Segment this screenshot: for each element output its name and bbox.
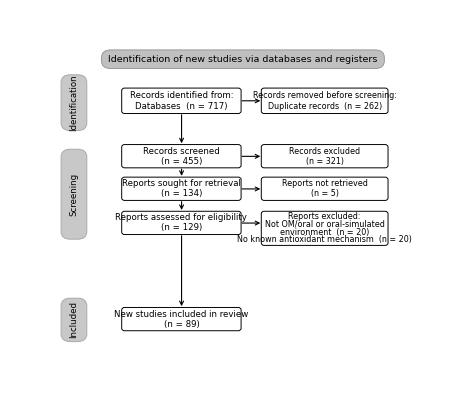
- Text: (n = 134): (n = 134): [161, 189, 202, 198]
- Text: (n = 89): (n = 89): [164, 320, 199, 329]
- Text: (n = 5): (n = 5): [310, 189, 338, 198]
- Text: Duplicate records  (n = 262): Duplicate records (n = 262): [267, 102, 382, 111]
- FancyBboxPatch shape: [101, 50, 384, 69]
- Text: Records removed before screening:: Records removed before screening:: [253, 91, 397, 100]
- Text: Databases  (n = 717): Databases (n = 717): [135, 102, 228, 111]
- Text: (n = 129): (n = 129): [161, 223, 202, 233]
- Text: Reports not retrieved: Reports not retrieved: [282, 179, 368, 188]
- Text: Identification: Identification: [70, 74, 78, 131]
- Text: Reports sought for retrieval: Reports sought for retrieval: [122, 179, 241, 188]
- FancyBboxPatch shape: [61, 149, 87, 239]
- Text: Reports assessed for eligibility: Reports assessed for eligibility: [116, 213, 247, 222]
- Text: environment  (n = 20): environment (n = 20): [280, 228, 369, 237]
- Text: Screening: Screening: [70, 172, 78, 216]
- Text: Reports excluded:: Reports excluded:: [288, 212, 361, 221]
- FancyBboxPatch shape: [261, 211, 388, 245]
- FancyBboxPatch shape: [122, 211, 241, 235]
- FancyBboxPatch shape: [122, 177, 241, 200]
- FancyBboxPatch shape: [122, 88, 241, 114]
- Text: Records identified from:: Records identified from:: [129, 91, 233, 100]
- Text: (n = 321): (n = 321): [306, 157, 344, 166]
- Text: Not OM/oral or oral-simulated: Not OM/oral or oral-simulated: [264, 220, 384, 229]
- FancyBboxPatch shape: [261, 177, 388, 200]
- FancyBboxPatch shape: [61, 298, 87, 342]
- Text: Included: Included: [70, 301, 78, 339]
- Text: Records screened: Records screened: [143, 147, 220, 156]
- FancyBboxPatch shape: [261, 88, 388, 114]
- Text: New studies included in review: New studies included in review: [114, 310, 248, 318]
- Text: Identification of new studies via databases and registers: Identification of new studies via databa…: [108, 55, 378, 64]
- FancyBboxPatch shape: [61, 75, 87, 131]
- Text: Records excluded: Records excluded: [289, 147, 360, 156]
- FancyBboxPatch shape: [261, 145, 388, 168]
- Text: (n = 455): (n = 455): [161, 157, 202, 166]
- Text: No known antioxidant mechanism  (n = 20): No known antioxidant mechanism (n = 20): [237, 235, 412, 245]
- FancyBboxPatch shape: [122, 145, 241, 168]
- FancyBboxPatch shape: [122, 307, 241, 331]
